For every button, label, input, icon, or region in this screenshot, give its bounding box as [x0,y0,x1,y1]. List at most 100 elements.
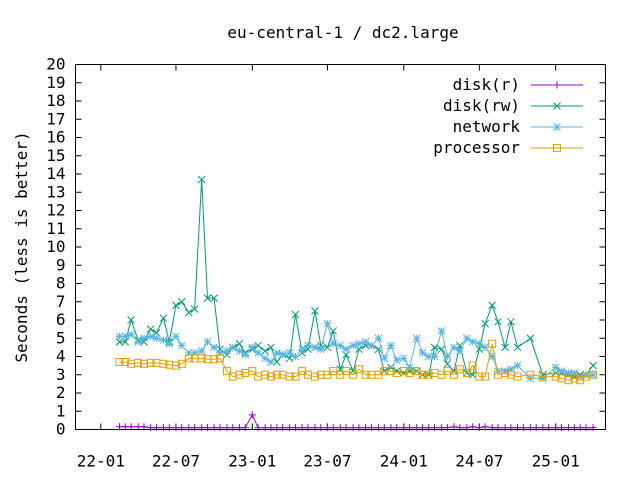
data-point-processor [310,372,319,381]
data-point-network [241,350,250,359]
data-point-processor [481,372,490,381]
data-point-disk-rw [481,319,489,328]
y-tick-label: 15 [46,146,65,165]
data-point-processor [291,372,300,381]
data-point-processor [134,358,143,367]
data-point-disk-rw [501,343,509,352]
data-point-disk-rw [172,301,180,310]
data-point-disk-rw [513,343,522,352]
data-point-network [336,341,345,350]
data-point-disk-rw [494,317,502,326]
data-point-disk-rw [216,345,224,354]
y-tick-label: 10 [46,237,65,256]
data-point-disk-rw [285,354,294,363]
data-point-disk-r [463,424,471,432]
data-point-disk-r [475,424,483,432]
y-tick-label: 18 [46,91,65,110]
data-point-disk-r [450,423,458,431]
data-point-network [418,348,427,357]
legend-marker-processor [553,144,561,152]
x-tick-label: 22-07 [152,452,200,471]
data-point-processor [450,370,459,379]
data-point-network [589,370,597,379]
data-point-disk-r [393,424,401,432]
y-tick-label: 7 [56,292,66,311]
data-point-disk-r [443,424,451,432]
data-point-network [210,343,218,352]
data-point-processor [349,370,358,379]
data-point-disk-r [291,424,299,432]
data-point-disk-r [191,424,199,432]
data-point-disk-rw [190,305,199,313]
data-point-network [468,338,477,346]
data-point-network [235,347,244,355]
y-tick-label: 12 [46,201,65,220]
data-point-network [223,347,231,355]
data-point-disk-rw [443,359,452,368]
data-point-disk-rw [526,334,535,343]
data-point-disk-r [481,423,489,431]
data-point-disk-rw [316,341,325,350]
data-point-disk-r [229,424,237,432]
series-line-disk-r [119,413,593,429]
data-point-processor [551,372,560,381]
data-point-disk-r [418,424,426,432]
data-point-processor [222,367,231,376]
data-point-disk-rw [455,341,464,350]
data-point-processor [526,370,535,379]
data-point-network [437,327,446,335]
legend-label-network: network [453,117,521,136]
x-tick-label: 24-01 [380,452,428,471]
data-point-disk-r [317,424,325,432]
data-point-disk-rw [152,328,161,337]
data-point-network [424,352,433,361]
data-point-disk-r [494,424,502,432]
data-point-network [513,361,522,370]
data-point-processor [261,370,270,379]
data-point-disk-rw [235,339,244,348]
data-point-processor [424,370,433,379]
data-point-network [463,334,471,343]
data-point-network [399,354,408,363]
data-point-disk-r [241,424,249,432]
data-point-processor [538,372,547,381]
data-point-processor [399,367,408,376]
y-tick-label: 8 [56,274,66,293]
data-point-network [172,332,180,341]
data-point-processor [184,354,193,363]
data-point-processor [235,370,244,379]
y-tick-label: 19 [46,73,65,92]
data-point-processor [171,361,180,370]
data-point-disk-r [178,424,186,432]
data-point-network [159,336,168,344]
y-axis-label: Seconds (less is better) [12,131,31,362]
data-point-disk-rw [127,316,135,324]
data-point-network [481,343,489,352]
data-point-network [342,345,350,354]
data-point-network [564,369,573,377]
data-point-network [367,341,376,350]
data-point-disk-rw [272,358,281,366]
data-point-network [254,348,262,357]
data-point-network [121,332,130,341]
legend-label-processor: processor [433,138,520,157]
data-point-disk-r [329,424,337,432]
data-point-network [329,339,338,348]
data-point-processor [266,372,275,381]
data-point-network [248,343,257,352]
data-point-disk-rw [146,325,155,333]
data-point-disk-r [519,424,527,432]
data-point-disk-rw [177,297,186,306]
data-point-processor [285,372,294,381]
data-point-network [177,341,186,350]
series-line-processor [119,343,594,381]
data-point-disk-rw [159,314,168,323]
data-point-disk-rw [507,317,515,326]
y-tick-label: 6 [56,310,66,329]
data-point-network [355,339,363,348]
data-point-processor [418,370,427,379]
data-point-network [165,339,174,348]
data-point-disk-rw [197,175,206,184]
